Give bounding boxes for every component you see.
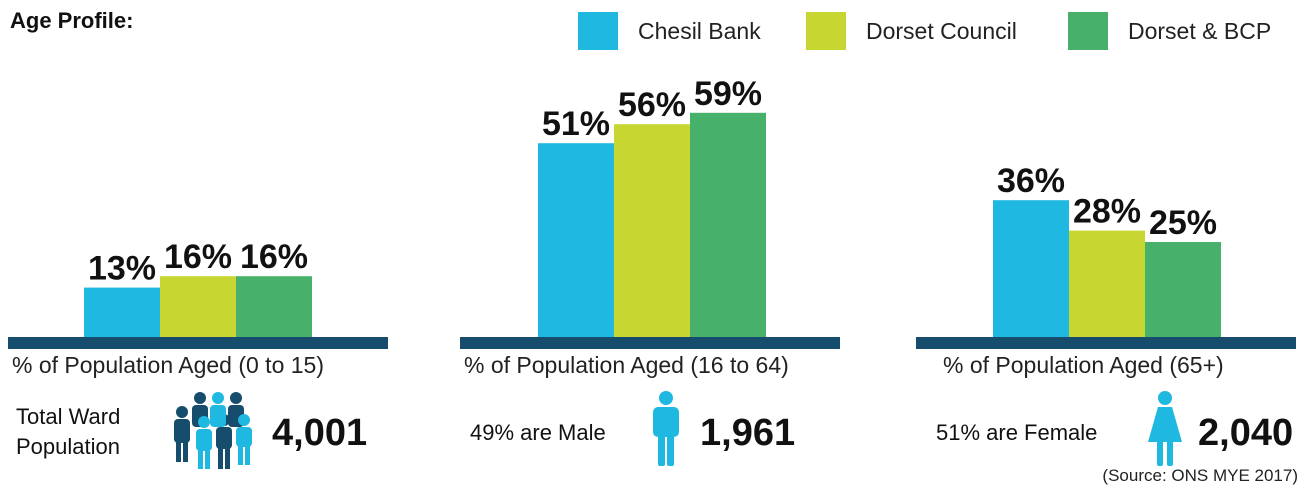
bar-dorset-council-1 (614, 124, 690, 337)
data-label-chesil-bank-2: 36% (997, 162, 1065, 200)
total-label-line1: Total Ward (16, 404, 121, 429)
legend-label-chesil-bank: Chesil Bank (638, 17, 761, 44)
data-label-dorset-council-0: 16% (164, 238, 232, 276)
bar-chesil-bank-0 (84, 287, 160, 337)
data-label-dorset-bcp-2: 25% (1149, 204, 1217, 242)
bar-chesil-bank-2 (993, 200, 1069, 337)
total-ward-population-label: Total Ward Population (16, 402, 120, 462)
bar-dorset-council-0 (160, 276, 236, 337)
data-label-dorset-council-1: 56% (618, 86, 686, 124)
total-population-value: 4,001 (272, 412, 368, 454)
total-label-line2: Population (16, 434, 120, 459)
legend-label-dorset-council: Dorset Council (866, 17, 1017, 44)
baseline-1 (460, 337, 840, 349)
bar-dorset-council-2 (1069, 230, 1145, 337)
legend-swatch-chesil-bank (578, 12, 618, 50)
baseline-2 (916, 337, 1296, 349)
legend-item-dorset-council: Dorset Council (806, 12, 1017, 50)
legend-item-dorset-bcp: Dorset & BCP (1068, 12, 1271, 50)
male-percent-label: 49% are Male (470, 420, 606, 445)
data-label-chesil-bank-1: 51% (542, 105, 610, 143)
data-label-chesil-bank-0: 13% (88, 250, 156, 288)
male-population-value: 1,961 (700, 412, 796, 454)
data-label-dorset-bcp-1: 59% (694, 75, 762, 113)
source-note: (Source: ONS MYE 2017) (1102, 466, 1298, 485)
bar-dorset-bcp-2 (1145, 242, 1221, 337)
baseline-0 (8, 337, 388, 349)
male-person-icon (653, 391, 679, 466)
legend-label-dorset-bcp: Dorset & BCP (1128, 17, 1272, 44)
bar-dorset-bcp-1 (690, 112, 766, 337)
people-group-icon (174, 392, 252, 469)
axis-label-16-64: % of Population Aged (16 to 64) (464, 352, 789, 378)
axis-label-65-plus: % of Population Aged (65+) (943, 352, 1224, 378)
legend-item-chesil-bank: Chesil Bank (578, 12, 761, 50)
axis-label-0-15: % of Population Aged (0 to 15) (12, 352, 324, 378)
legend-swatch-dorset-bcp (1068, 12, 1108, 50)
bar-dorset-bcp-0 (236, 276, 312, 337)
data-label-dorset-council-2: 28% (1073, 193, 1141, 231)
female-person-icon (1148, 391, 1182, 466)
data-label-dorset-bcp-0: 16% (240, 238, 308, 276)
bar-chesil-bank-1 (538, 143, 614, 337)
legend-swatch-dorset-council (806, 12, 846, 50)
page-title: Age Profile: (10, 8, 134, 33)
female-percent-label: 51% are Female (936, 420, 1098, 445)
female-population-value: 2,040 (1198, 412, 1294, 454)
